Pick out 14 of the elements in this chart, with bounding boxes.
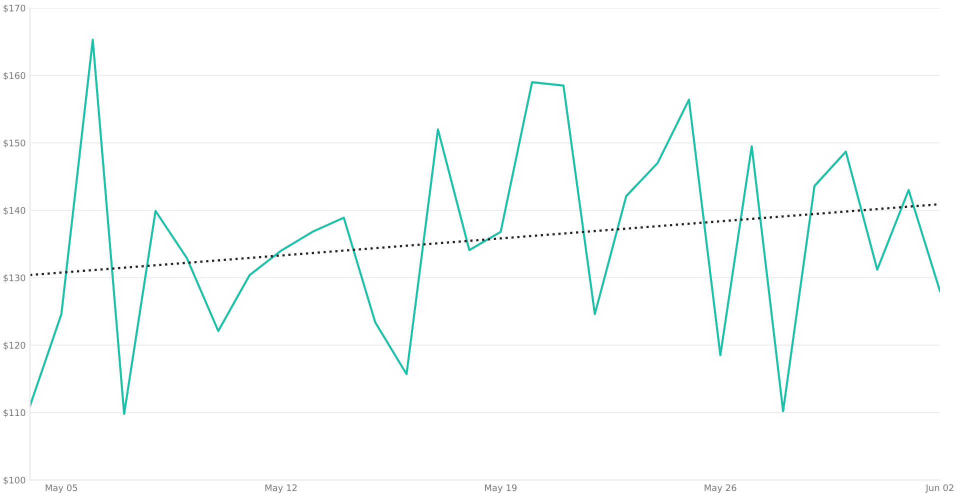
y-tick-label: $130: [4, 274, 26, 282]
x-tick-label: May 26: [704, 484, 736, 493]
x-tick-label: May 19: [485, 484, 517, 493]
y-tick-label: $160: [4, 72, 26, 80]
y-tick-label: $110: [4, 409, 26, 418]
line-series: [30, 38, 940, 415]
y-tick-label: $140: [4, 206, 26, 216]
y-tick-label: $170: [4, 4, 26, 13]
x-tick-label: May 12: [265, 484, 297, 493]
y-tick-label: $100: [4, 476, 26, 485]
y-tick-label: $120: [4, 342, 26, 350]
x-tick-label: Jun 02: [925, 484, 954, 493]
y-tick-label: $150: [4, 139, 26, 148]
x-tick-label: May 05: [46, 484, 78, 493]
